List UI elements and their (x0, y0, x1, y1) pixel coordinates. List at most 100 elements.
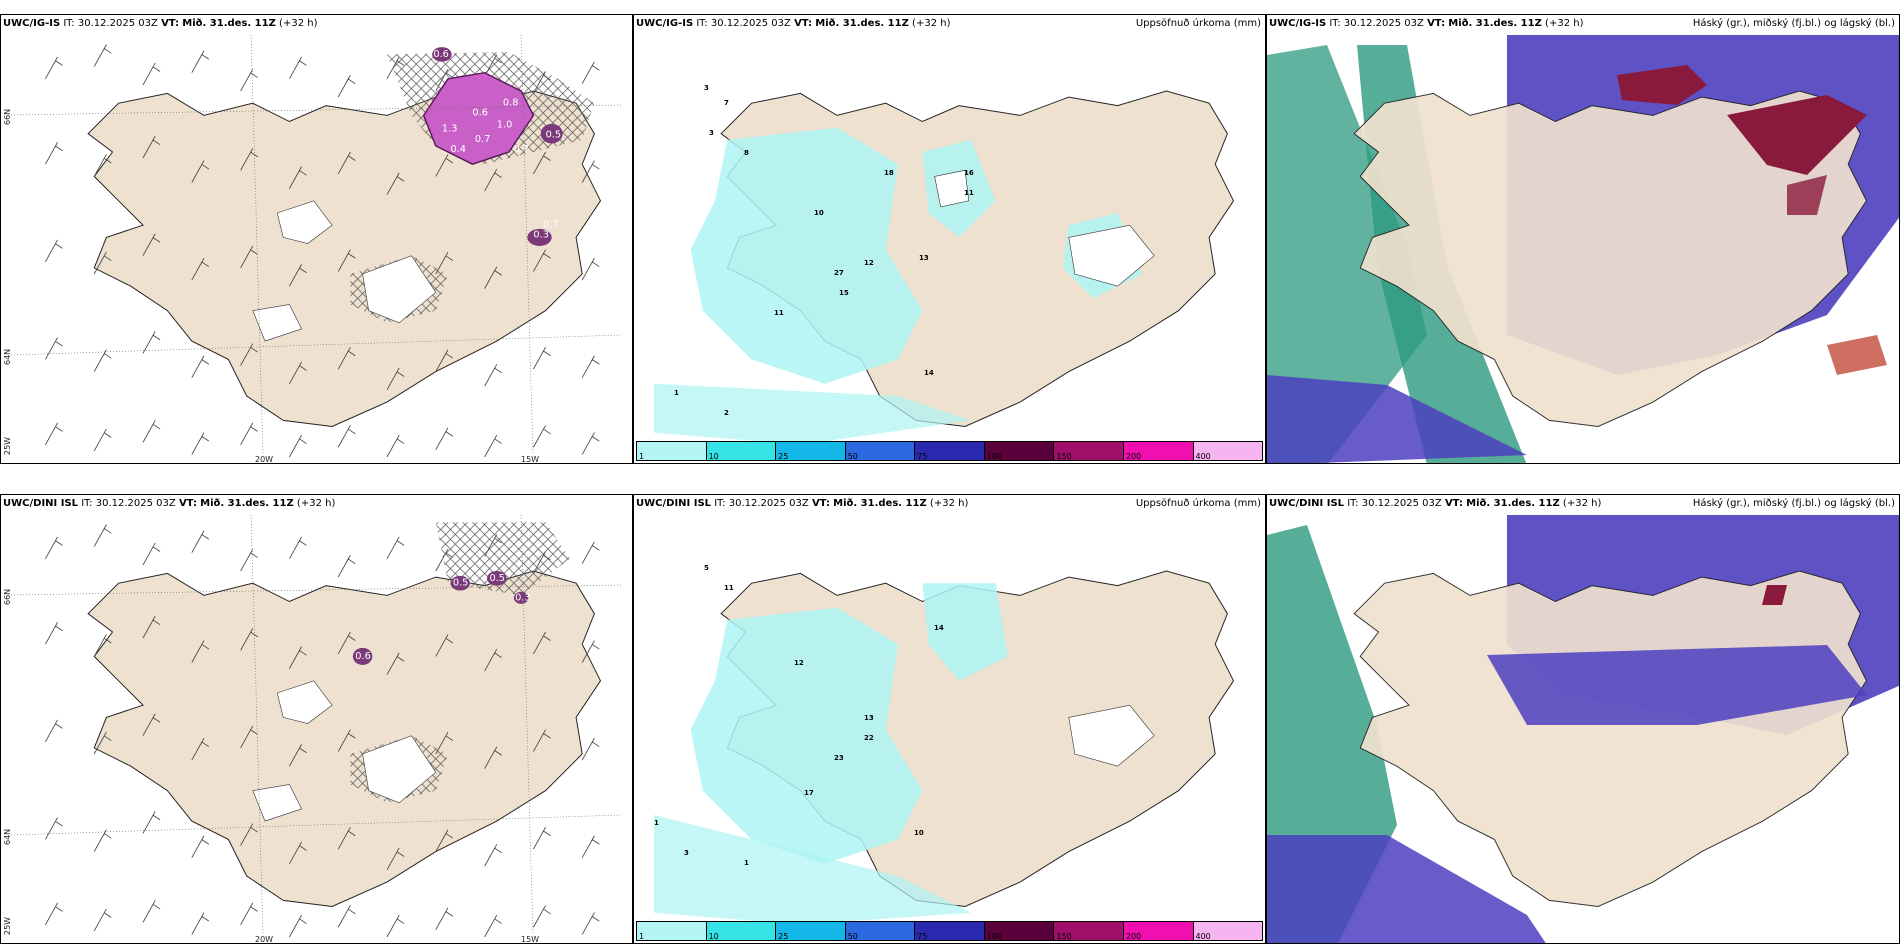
colorbar-bin: 10 (706, 442, 777, 461)
colorbar-tick: 200 (1125, 932, 1142, 941)
precip-value: 15 (839, 289, 849, 297)
colorbar-tick: 25 (778, 932, 789, 941)
ice-label: 1.0 (497, 120, 513, 131)
colorbar-tick: 400 (1195, 932, 1211, 941)
colorbar-bin: 50 (845, 922, 916, 941)
panel-header: UWC/DINI ISL IT: 30.12.2025 03Z VT: Mið.… (3, 498, 336, 509)
panel-dini-wind-icing: UWC/DINI ISL IT: 30.12.2025 03Z VT: Mið.… (0, 494, 633, 944)
panel-ig-wind-icing: UWC/IG-IS IT: 30.12.2025 03Z VT: Mið. 31… (0, 14, 633, 464)
lon-label: 25W (3, 916, 12, 935)
colorbar-bin: 400 (1193, 442, 1263, 461)
precip-value: 23 (834, 754, 844, 762)
panel-header: UWC/IG-IS IT: 30.12.2025 03Z VT: Mið. 31… (1269, 18, 1584, 29)
panel-header: UWC/IG-IS IT: 30.12.2025 03Z VT: Mið. 31… (3, 18, 318, 29)
lon-label: 20W (255, 935, 274, 944)
colorbar-tick: 100 (986, 452, 1003, 461)
ice-label: 0.7 (475, 134, 491, 145)
precip-value: 11 (774, 309, 784, 317)
colorbar-bin: 25 (776, 922, 846, 941)
ice-label: 0.6 (355, 651, 371, 662)
precip-value: 1 (654, 819, 659, 827)
colorbar-bin: 150 (1054, 442, 1124, 461)
colorbar-tick: 50 (847, 932, 858, 941)
precip-value: 27 (834, 269, 844, 277)
colorbar-bin: 150 (1054, 922, 1124, 941)
colorbar-bin: 10 (706, 922, 777, 941)
precip-value: 2 (724, 409, 729, 417)
precip-value: 8 (744, 149, 749, 157)
ice-label: 0.5 (546, 129, 562, 140)
precip-value: 1 (674, 389, 679, 397)
lon-label: 15W (521, 455, 540, 464)
precip-value: 22 (864, 734, 874, 742)
panel-header: UWC/DINI ISL IT: 30.12.2025 03Z VT: Mið.… (636, 498, 969, 509)
colorbar-tick: 1 (639, 452, 645, 461)
colorbar: 1 10 25 50 75 100 150 200 400 (636, 441, 1263, 461)
ice-label: 0.5 (387, 95, 403, 106)
ice-label: 0.5 (489, 573, 505, 584)
colorbar-tick: 50 (847, 452, 858, 461)
panel-title: Háský (gr.), miðský (fj.bl.) og lágský (… (1692, 498, 1895, 509)
colorbar-bin: 1 (637, 442, 707, 461)
precip-value: 17 (804, 789, 814, 797)
panel-header: UWC/IG-IS IT: 30.12.2025 03Z VT: Mið. 31… (636, 18, 951, 29)
map-iceland (1267, 515, 1899, 943)
ice-label: 0.6 (433, 49, 449, 60)
colorbar-bin: 100 (984, 922, 1055, 941)
panel-title: Uppsöfnuð úrkoma (mm) (1135, 498, 1261, 509)
map-iceland (1267, 35, 1899, 463)
colorbar-bin: 400 (1193, 922, 1263, 941)
panel-ig-clouds: UWC/IG-IS IT: 30.12.2025 03Z VT: Mið. 31… (1266, 14, 1900, 464)
lat-label: 64N (3, 828, 12, 845)
colorbar-tick: 150 (1056, 932, 1072, 941)
precip-value: 5 (704, 564, 709, 572)
lat-label: 64N (3, 348, 12, 365)
panel-ig-precip: UWC/IG-IS IT: 30.12.2025 03Z VT: Mið. 31… (633, 14, 1266, 464)
lon-label: 20W (255, 455, 274, 464)
colorbar-tick: 200 (1125, 452, 1142, 461)
precip-value: 11 (964, 189, 974, 197)
colorbar-bin: 75 (915, 442, 985, 461)
ice-label: 0.5 (453, 578, 469, 589)
colorbar: 1 10 25 50 75 100 150 200 400 (636, 921, 1263, 941)
panel-dini-precip: UWC/DINI ISL IT: 30.12.2025 03Z VT: Mið.… (633, 494, 1266, 944)
precip-value: 7 (724, 99, 729, 107)
ice-label: 0.7 (514, 144, 530, 155)
precip-value: 13 (864, 714, 874, 722)
colorbar-bin: 1 (637, 922, 707, 941)
colorbar-bin: 25 (776, 442, 846, 461)
lat-label: 66N (3, 108, 12, 125)
panel-title: Háský (gr.), miðský (fj.bl.) og lágský (… (1692, 18, 1895, 29)
colorbar-tick: 400 (1195, 452, 1211, 461)
colorbar-bin: 100 (984, 442, 1055, 461)
precip-value: 13 (919, 254, 929, 262)
panel-header: UWC/DINI ISL IT: 30.12.2025 03Z VT: Mið.… (1269, 498, 1602, 509)
map-iceland: 5 11 12 13 22 23 17 14 10 1 3 1 (654, 564, 1235, 925)
colorbar-tick: 150 (1056, 452, 1072, 461)
map-iceland: 0.5 0.5 0.3 0.6 (10, 514, 622, 938)
lat-label: 66N (3, 588, 12, 605)
ice-label: 1.3 (442, 123, 458, 134)
ice-label: 0.7 (543, 220, 559, 231)
map-iceland: 0.6 0.8 1.0 0.7 0.4 0.7 1.3 0.5 0.3 0.7 … (10, 34, 622, 458)
panel-dini-clouds: UWC/DINI ISL IT: 30.12.2025 03Z VT: Mið.… (1266, 494, 1900, 944)
panel-title: Uppsöfnuð úrkoma (mm) (1135, 18, 1261, 29)
precip-value: 1 (744, 859, 749, 867)
colorbar-tick: 1 (639, 932, 645, 941)
ice-label: 0.3 (515, 592, 531, 603)
precip-value: 12 (794, 659, 804, 667)
precip-value: 16 (964, 169, 974, 177)
precip-value: 14 (934, 624, 944, 632)
ice-label: 0.8 (503, 98, 519, 109)
colorbar-tick: 100 (986, 932, 1003, 941)
colorbar-tick: 75 (917, 452, 928, 461)
precip-value: 10 (914, 829, 924, 837)
precip-value: 12 (864, 259, 874, 267)
map-iceland: 3 7 3 8 10 18 27 12 15 11 14 16 11 13 1 … (654, 84, 1235, 445)
precip-value: 10 (814, 209, 824, 217)
precip-value: 3 (684, 849, 689, 857)
colorbar-bin: 75 (915, 922, 985, 941)
ice-label: 0.4 (450, 144, 466, 155)
precip-value: 11 (724, 584, 734, 592)
colorbar-tick: 10 (708, 452, 719, 461)
